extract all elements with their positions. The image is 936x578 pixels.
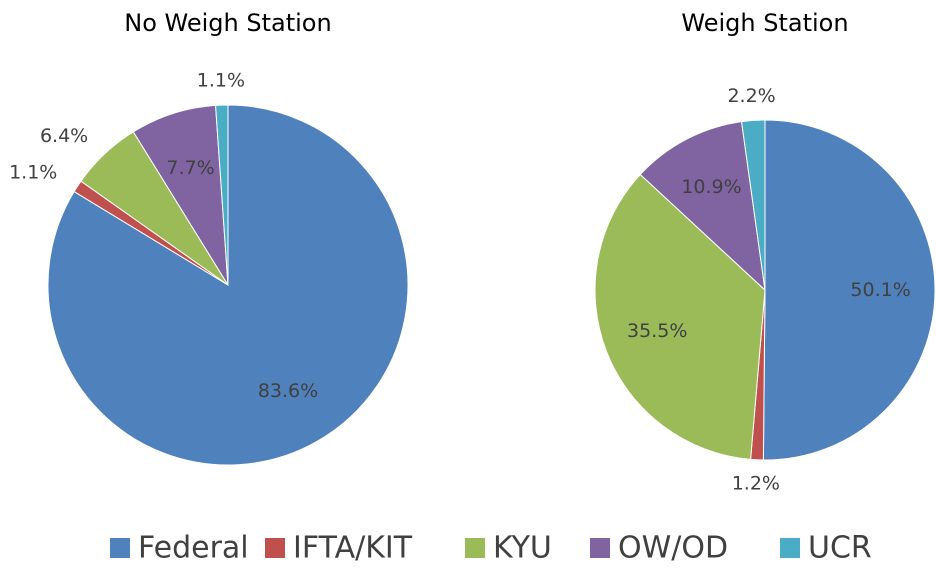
- legend-swatch: [465, 538, 485, 558]
- data-label: 1.1%: [197, 70, 245, 92]
- legend-swatch: [265, 538, 285, 558]
- pie-slice: [215, 104, 229, 286]
- data-label: 50.1%: [850, 279, 910, 301]
- data-label: 2.2%: [727, 85, 775, 107]
- legend-label: KYU: [493, 531, 552, 566]
- data-label: 1.2%: [732, 472, 780, 494]
- legend-label: OW/OD: [618, 531, 728, 566]
- pie-slice: [639, 121, 766, 292]
- legend-swatch: [110, 538, 130, 558]
- pie-slice: [740, 119, 766, 291]
- legend-swatch: [780, 538, 800, 558]
- legend-label: Federal: [138, 531, 249, 566]
- data-label: 83.6%: [258, 380, 318, 402]
- data-label: 1.1%: [9, 162, 57, 184]
- data-label: 7.7%: [166, 157, 214, 179]
- data-label: 10.9%: [681, 176, 741, 198]
- data-label: 35.5%: [627, 320, 687, 342]
- legend-label: IFTA/KIT: [293, 531, 413, 566]
- chart-title: No Weigh Station: [124, 9, 331, 37]
- legend-label: UCR: [808, 531, 872, 566]
- legend-swatch: [590, 538, 610, 558]
- pie-slice: [594, 173, 766, 460]
- chart-title: Weigh Station: [681, 9, 848, 37]
- pie-slice: [762, 119, 936, 461]
- data-label: 6.4%: [40, 125, 88, 147]
